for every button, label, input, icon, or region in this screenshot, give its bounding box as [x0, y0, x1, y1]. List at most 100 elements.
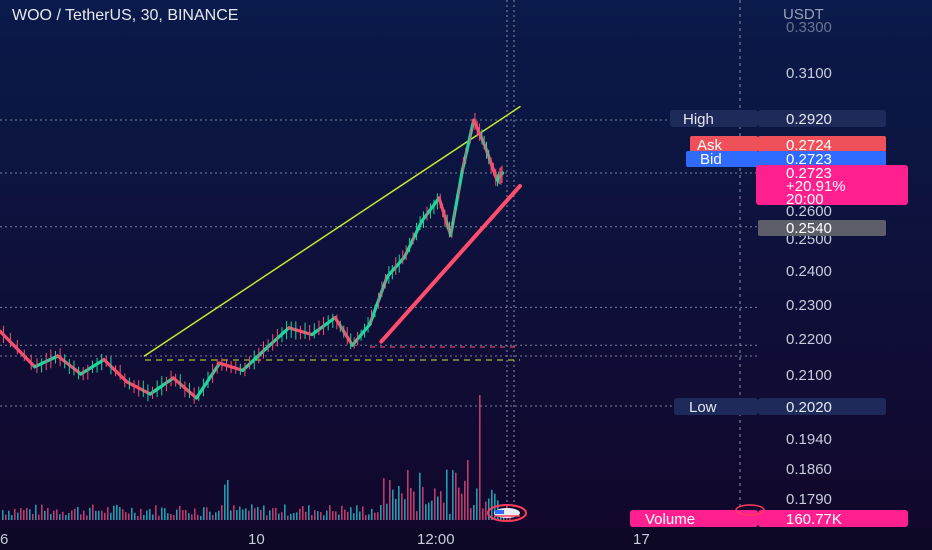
price-tick: 0.1860 [786, 461, 832, 478]
event-marker-icon[interactable] [735, 504, 765, 516]
volume-bar [98, 510, 100, 520]
volume-label-text: Volume [645, 511, 695, 528]
volume-bar [41, 504, 43, 520]
volume-bar [134, 512, 136, 520]
volume-bar [455, 472, 457, 520]
volume-bar [221, 505, 223, 520]
time-tick: 6 [0, 531, 8, 548]
volume-bar [362, 506, 364, 520]
volume-bar [113, 505, 115, 520]
volume-bar [326, 510, 328, 520]
volume-bar [287, 515, 289, 520]
volume-bar [323, 515, 325, 520]
volume-bar [104, 512, 106, 520]
volume-bar [347, 511, 349, 520]
volume-bar [161, 507, 163, 520]
volume-bar [329, 505, 331, 520]
volume-bar [446, 469, 448, 520]
volume-bar [8, 510, 10, 520]
volume-bar [236, 510, 238, 520]
volume-bar [419, 472, 421, 520]
volume-bar [314, 510, 316, 520]
volume-bar [311, 514, 313, 520]
volume-bar [62, 511, 64, 520]
volume-bar [146, 510, 148, 520]
volume-bar [131, 507, 133, 520]
price-axis[interactable]: USDT 0.3300 0.3100 0.2600 0.2500 0.2400 … [783, 6, 832, 508]
volume-bar [437, 496, 439, 520]
volume-bar [194, 508, 196, 520]
volume-value: 160.77K [786, 511, 842, 528]
price-tick: 0.2400 [786, 263, 832, 280]
volume-bar [20, 508, 22, 520]
volume-bar [50, 513, 52, 520]
time-axis[interactable]: 6 10 12:00 17 [0, 528, 932, 550]
trendlines[interactable] [143, 105, 522, 361]
volume-bar [44, 510, 46, 520]
volume-bar [242, 509, 244, 520]
volume-bar [443, 502, 445, 520]
last-price-value: 0.2723 [786, 165, 832, 182]
volume-bar [476, 488, 478, 520]
volume-bar [218, 510, 220, 520]
volume-bar [200, 515, 202, 520]
volume-bar [467, 460, 469, 520]
volume-bar [386, 503, 388, 520]
last-price-change: +20.91% [786, 178, 846, 195]
ask-label: Ask 0.2724 [690, 136, 886, 154]
volume-bar [440, 491, 442, 520]
volume-bar [302, 506, 304, 520]
volume-bar [272, 508, 274, 520]
volume-bar [164, 508, 166, 520]
volume-bar [230, 510, 232, 520]
volume-bar [278, 513, 280, 520]
volume-bar [206, 507, 208, 520]
volume-bar [47, 507, 49, 520]
level-label: 0.2540 [758, 220, 886, 237]
volume-bar [11, 515, 13, 520]
trendline-lower [379, 183, 522, 344]
volume-bar [26, 507, 28, 520]
price-tick: 0.2200 [786, 331, 832, 348]
volume-bar [473, 505, 475, 520]
volume-bar [260, 509, 262, 520]
volume-bar [77, 506, 79, 520]
volume-bar [137, 515, 139, 520]
volume-bar [188, 513, 190, 520]
volume-bar [281, 512, 283, 520]
price-tick: 0.1940 [786, 431, 832, 448]
flag-icon[interactable] [487, 504, 527, 522]
volume-bar [173, 515, 175, 520]
volume-bar [365, 514, 367, 520]
volume-bar [380, 504, 382, 520]
volume-bar [191, 514, 193, 520]
volume-bar [2, 510, 4, 520]
level-value: 0.2540 [786, 220, 832, 237]
volume-bar [482, 508, 484, 520]
chart-title: WOO / TetherUS, 30, BINANCE [12, 7, 238, 24]
volume-bar [371, 508, 373, 520]
volume-bar [143, 514, 145, 520]
high-value: 0.2920 [786, 111, 832, 128]
volume-bar [407, 469, 409, 520]
volume-bar [341, 505, 343, 520]
volume-bar [377, 512, 379, 520]
low-label-text: Low [689, 399, 717, 416]
volume-bar [86, 515, 88, 520]
volume-bar [401, 493, 403, 520]
volume-bar [203, 507, 205, 520]
volume-bar [89, 507, 91, 520]
low-value: 0.2020 [786, 399, 832, 416]
time-tick: 17 [633, 531, 650, 548]
volume-bar [71, 510, 73, 520]
volume-bar [227, 480, 229, 520]
volume-bar [152, 514, 154, 520]
volume-bar [5, 514, 7, 520]
volume-bar [101, 510, 103, 520]
volume-bar [56, 509, 58, 520]
volume-bar [422, 487, 424, 520]
volume-bar [320, 512, 322, 520]
volume-bar [65, 515, 67, 520]
